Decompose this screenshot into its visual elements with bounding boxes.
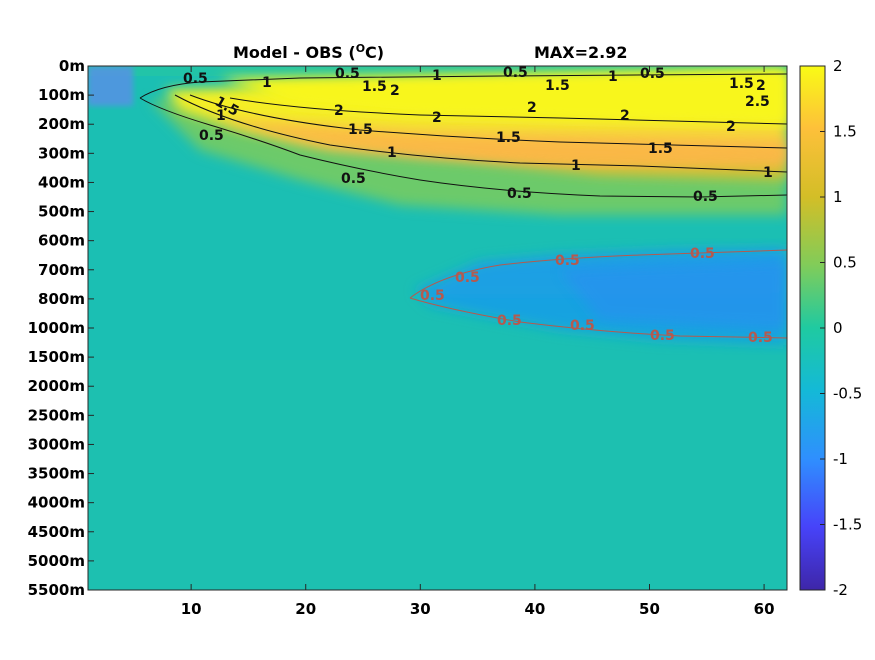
contour-label: 0.5 bbox=[341, 171, 366, 187]
y-tick-label: 4500m bbox=[28, 523, 85, 541]
y-tick-label: 600m bbox=[38, 232, 85, 250]
colorbar-tick-label: -0.5 bbox=[833, 385, 862, 403]
contour-positive-2 bbox=[229, 97, 787, 125]
colorbar-tick-label: -1 bbox=[833, 450, 848, 468]
contour-label: 1.5 bbox=[648, 141, 673, 157]
contour-positive-0.5-upper bbox=[139, 73, 787, 99]
contour-label: 2 bbox=[432, 110, 442, 126]
y-tick-label: 700m bbox=[38, 261, 85, 279]
y-tick-label: 0m bbox=[59, 57, 85, 75]
y-tick-label: 2000m bbox=[28, 377, 85, 395]
y-tick-label: 5000m bbox=[28, 552, 85, 570]
y-tick-label: 100m bbox=[38, 86, 85, 104]
y-tick-label: 500m bbox=[38, 203, 85, 221]
x-tick-label: 50 bbox=[639, 600, 660, 618]
contour-label: 2.5 bbox=[745, 94, 770, 110]
colorbar-tick-label: 0.5 bbox=[833, 254, 857, 272]
contour-label-negative: 0.5 bbox=[455, 270, 480, 286]
x-tick-label: 40 bbox=[524, 600, 545, 618]
contour-negative-0.5-upper bbox=[409, 249, 787, 299]
x-tick-label: 60 bbox=[754, 600, 775, 618]
contour-label: 1 bbox=[608, 69, 618, 85]
y-tick-label: 1500m bbox=[28, 348, 85, 366]
contour-positive-1.5 bbox=[189, 94, 787, 149]
contour-positive-1 bbox=[174, 94, 787, 173]
contour-label-negative: 0.5 bbox=[420, 288, 445, 304]
title-unit-superscript: O bbox=[356, 42, 365, 55]
contour-label: 2 bbox=[726, 119, 736, 135]
y-tick-label: 200m bbox=[38, 115, 85, 133]
contour-label: 1 bbox=[387, 145, 397, 161]
contour-label: 0.5 bbox=[183, 71, 208, 87]
contour-label-negative: 0.5 bbox=[690, 246, 715, 262]
max-annotation: MAX=2.92 bbox=[534, 43, 628, 62]
contour-lines bbox=[139, 73, 787, 339]
contour-label: 0.5 bbox=[693, 189, 718, 205]
contour-label: 2 bbox=[527, 100, 537, 116]
contour-label-negative: 0.5 bbox=[497, 313, 522, 329]
contour-label: 1.5 bbox=[496, 130, 521, 146]
contour-label: 2 bbox=[334, 103, 344, 119]
contour-label: 0.5 bbox=[335, 66, 360, 82]
y-tick-label: 4000m bbox=[28, 494, 85, 512]
colorbar-axis: 2 1.5 1 0.5 0 -0.5 -1 -1.5 -2 bbox=[820, 57, 862, 599]
y-tick-label: 800m bbox=[38, 290, 85, 308]
contour-label: 1.5 bbox=[348, 122, 373, 138]
contour-label: 0.5 bbox=[199, 128, 224, 144]
contour-label: 1.5 bbox=[729, 76, 754, 92]
colorbar-tick-label: 0 bbox=[833, 319, 843, 337]
title-unit-tail: C) bbox=[365, 43, 384, 62]
contour-label-negative: 0.5 bbox=[650, 328, 675, 344]
contour-label: 1 bbox=[262, 75, 272, 91]
contour-label: 0.5 bbox=[640, 66, 665, 82]
y-tick-label: 2500m bbox=[28, 406, 85, 424]
contour-label-negative: 0.5 bbox=[748, 330, 773, 346]
x-tick-label: 30 bbox=[410, 600, 431, 618]
contour-label: 0.5 bbox=[503, 65, 528, 81]
contour-negative-0.5-lower bbox=[409, 297, 787, 339]
contour-labels: 0.5 1 0.5 1.5 2 1 0.5 1.5 1 0.5 1.5 2 2.… bbox=[183, 65, 773, 346]
colorbar-tick-label: -2 bbox=[833, 581, 848, 599]
contour-positive-0.5-lower bbox=[139, 97, 787, 198]
y-tick-label: 3000m bbox=[28, 435, 85, 453]
contour-label: 1.5 bbox=[362, 79, 387, 95]
y-tick-label: 3500m bbox=[28, 465, 85, 483]
contour-label: 2 bbox=[620, 108, 630, 124]
y-tick-label: 300m bbox=[38, 144, 85, 162]
x-tick-label: 10 bbox=[181, 600, 202, 618]
contour-label-negative: 0.5 bbox=[555, 253, 580, 269]
colorbar-tick-label: 1.5 bbox=[833, 123, 857, 141]
contour-label: 0.5 bbox=[507, 186, 532, 202]
contour-label: 1 bbox=[571, 158, 581, 174]
heatmap-field bbox=[88, 66, 787, 590]
y-tick-label: 1000m bbox=[28, 319, 85, 337]
y-axis: 0m 100m 200m 300m 400m 500m 600m 700m 800m 1000m 1… bbox=[28, 57, 94, 599]
x-tick-label: 20 bbox=[295, 600, 316, 618]
contour-label: 1 bbox=[216, 108, 226, 124]
contour-label-negative: 0.5 bbox=[570, 318, 595, 334]
chart-title: Model - OBS (OC) bbox=[233, 42, 384, 62]
contour-label: 1 bbox=[763, 165, 773, 181]
colorbar-tick-label: 1 bbox=[833, 188, 843, 206]
contour-label: 2 bbox=[390, 83, 400, 99]
x-axis: 10 20 30 40 50 60 bbox=[181, 66, 775, 618]
colorbar-tick-label: -1.5 bbox=[833, 516, 862, 534]
y-tick-label: 400m bbox=[38, 173, 85, 191]
colorbar-tick-label: 2 bbox=[833, 57, 843, 75]
contour-label: 2 bbox=[756, 78, 766, 94]
contour-label: 1 bbox=[432, 68, 442, 84]
y-tick-label: 5500m bbox=[28, 581, 85, 599]
contour-label: 1.5 bbox=[545, 78, 570, 94]
